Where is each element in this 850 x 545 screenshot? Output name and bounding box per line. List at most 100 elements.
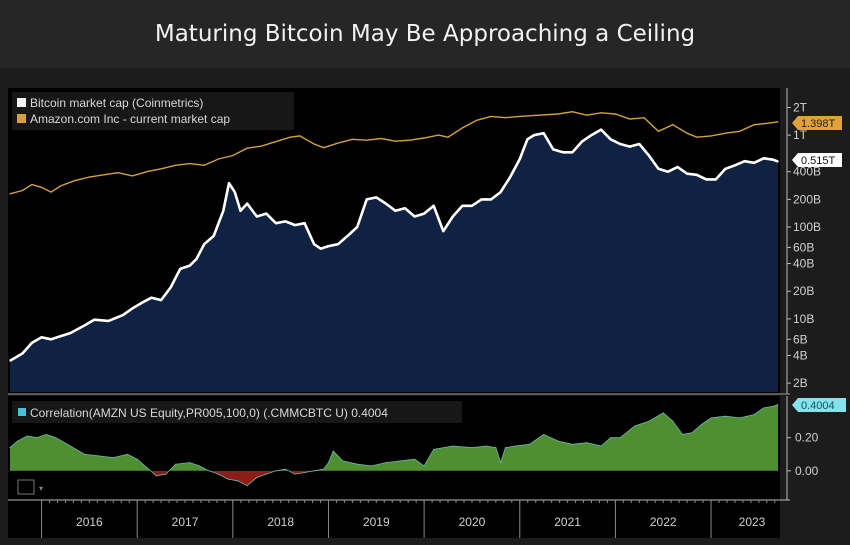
amazon-last-tag (792, 116, 842, 130)
bitcoin-point (657, 168, 660, 170)
bitcoin-point (562, 151, 564, 154)
correlation-point (634, 425, 636, 427)
bitcoin-point (141, 301, 143, 304)
correlation-point (112, 457, 114, 459)
main-y-tick-label: 1T (793, 128, 808, 142)
amazon-point (9, 193, 11, 195)
bitcoin-point (169, 286, 172, 289)
amazon-point (203, 164, 205, 166)
main-y-tick-label: 6B (793, 332, 808, 346)
correlation-point (217, 473, 219, 475)
amazon-point (519, 115, 521, 117)
bitcoin-point (21, 352, 24, 355)
bitcoin-point (320, 247, 322, 250)
amazon-point (461, 127, 463, 129)
legend-bitcoin: Bitcoin market cap (Coinmetrics) (30, 96, 203, 110)
correlation-point (36, 437, 38, 439)
main-y-tick-label: 4B (793, 348, 808, 362)
amazon-point (131, 175, 134, 177)
bitcoin-point (762, 157, 765, 160)
amazon-point (40, 186, 43, 188)
bitcoin-point (69, 332, 72, 334)
correlation-point (9, 447, 11, 449)
amazon-point (260, 145, 263, 147)
x-axis-bg (8, 498, 780, 538)
legend-swatch-bitcoin (17, 98, 26, 107)
bitcoin-point (265, 212, 268, 215)
amazon-point (189, 163, 191, 165)
bitcoin-point (471, 205, 473, 207)
bitcoin-point (31, 341, 33, 344)
correlation-point (45, 433, 47, 435)
correlation-point (256, 476, 258, 478)
amazon-point (313, 143, 315, 145)
bitcoin-point (667, 170, 669, 173)
amazon-point (232, 154, 234, 157)
amazon-point (60, 185, 62, 187)
correlation-point (136, 458, 138, 460)
bitcoin-point (59, 335, 62, 337)
correlation-point (313, 470, 315, 472)
correlation-point (681, 433, 683, 435)
bitcoin-point (294, 224, 296, 226)
amazon-point (31, 183, 33, 186)
main-y-tick-label: 400B (793, 165, 821, 179)
amazon-point (88, 176, 90, 178)
correlation-last-tag (792, 398, 846, 412)
main-legend: Bitcoin market cap (Coinmetrics) Amazon.… (12, 92, 294, 130)
bitcoin-point (93, 318, 95, 321)
chart-title: Maturing Bitcoin May Be Approaching a Ce… (0, 0, 850, 68)
bitcoin-point (490, 198, 492, 201)
correlation-point (504, 447, 506, 449)
correlation-point (399, 460, 401, 462)
amazon-point (246, 147, 248, 149)
chart-type-icon[interactable] (17, 479, 35, 495)
amazon-point (571, 111, 573, 113)
amazon-point (686, 132, 688, 134)
bitcoin-point (619, 143, 621, 145)
correlation-point (332, 450, 334, 452)
amazon-point (337, 142, 339, 144)
bitcoin-point (648, 154, 650, 157)
bitcoin-last-tag (792, 153, 842, 167)
amazon-point (366, 139, 368, 141)
bitcoin-point (753, 161, 755, 164)
bitcoin-point (394, 210, 397, 212)
amazon-point (614, 113, 617, 115)
correlation-point (495, 447, 497, 449)
amazon-point (586, 114, 588, 116)
correlation-point (323, 468, 325, 470)
amazon-point (394, 140, 397, 142)
correlation-point (610, 437, 612, 439)
correlation-point (146, 467, 148, 469)
correlation-point (294, 473, 296, 475)
amazon-point (160, 168, 162, 170)
amazon-point (557, 113, 559, 115)
correlation-point (227, 478, 229, 480)
x-tick-label: 2021 (554, 515, 581, 529)
amazon-point (739, 130, 741, 132)
amazon-point (476, 119, 478, 121)
bitcoin-point (40, 336, 43, 339)
correlation-point (84, 453, 86, 455)
bitcoin-point (743, 160, 746, 163)
amazon-point (103, 174, 105, 176)
last-value-tags: 1.398T 0.515T 0.4004 (792, 116, 846, 412)
correlation-point (304, 471, 306, 473)
correlation-point (198, 465, 200, 467)
corr-y-tick-label: 0.20 (795, 431, 819, 445)
correlation-point (155, 475, 157, 477)
bitcoin-point (480, 198, 483, 201)
bitcoin-point (715, 178, 717, 181)
bitcoin-point (772, 158, 775, 161)
dropdown-caret-icon[interactable]: ▾ (39, 484, 43, 493)
correlation-point (342, 460, 344, 462)
bitcoin-point (212, 235, 215, 237)
amazon-point (490, 115, 492, 117)
correlation-point (528, 443, 530, 445)
chart-type-toggle[interactable]: ▾ (17, 479, 43, 495)
correlation-point (753, 414, 755, 416)
main-y-tick-label: 2T (793, 100, 808, 114)
bitcoin-point (179, 268, 182, 270)
